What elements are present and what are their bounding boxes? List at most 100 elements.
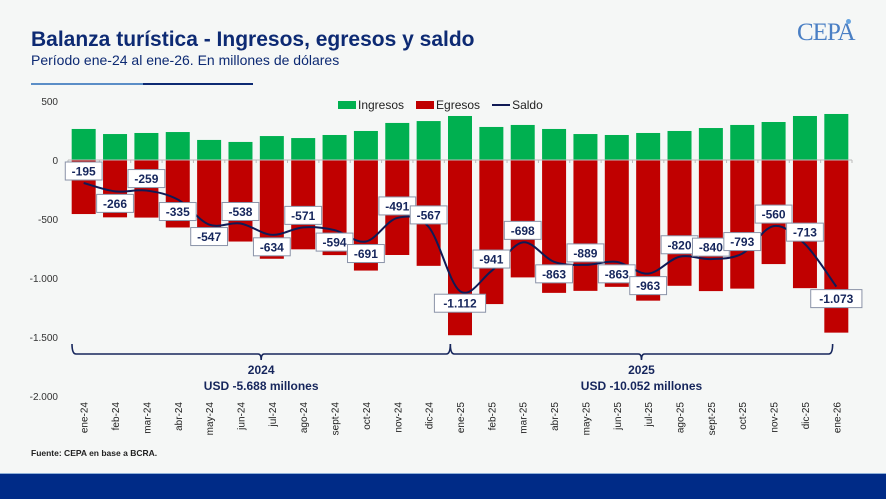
saldo-data-label-box — [158, 202, 197, 222]
chart-subtitle: Período ene-24 al ene-26. En millones de… — [31, 52, 340, 68]
saldo-data-label-box — [347, 244, 385, 264]
bar-ingresos — [604, 134, 629, 160]
x-tick-label: may-24 — [205, 402, 216, 436]
year-label: 2025 — [628, 363, 655, 377]
bar-ingresos — [291, 138, 316, 160]
saldo-line — [83, 182, 838, 294]
bar-ingresos — [228, 141, 253, 160]
saldo-data-label-box — [754, 204, 793, 224]
chart-title: Balanza turística - Ingresos, egresos y … — [31, 28, 475, 51]
x-tick-label: ene-25 — [456, 402, 467, 434]
bar-egresos — [479, 160, 504, 305]
x-tick-label: may-25 — [581, 402, 592, 436]
bar-egresos — [667, 160, 692, 286]
bar-egresos — [291, 160, 316, 250]
saldo-data-label-box — [786, 222, 824, 242]
saldo-data-label-box — [535, 264, 573, 284]
x-tick-label: ago-24 — [299, 402, 310, 434]
bar-ingresos — [761, 122, 786, 160]
y-tick-label: -1.500 — [30, 333, 59, 344]
saldo-data-label: -491 — [385, 199, 409, 213]
saldo-data-label-box — [629, 276, 668, 296]
x-tick-label: feb-25 — [487, 402, 498, 431]
year-total-label: USD -10.052 millones — [581, 379, 703, 393]
saldo-data-label-box — [284, 205, 323, 225]
x-tick-label: ago-25 — [676, 402, 687, 434]
saldo-data-label: -594 — [323, 236, 347, 250]
title-underline-dark — [143, 83, 253, 85]
chart-plot: 500 0 -500 -1.000 -1.500 -2.000 -195 -266 -259 -3… — [30, 97, 863, 436]
bar-ingresos — [510, 124, 535, 160]
y-tick-label: -1.000 — [30, 274, 59, 285]
bar-ingresos — [197, 139, 222, 160]
saldo-data-label: -266 — [103, 197, 127, 211]
x-tick-label: mar-24 — [142, 402, 153, 434]
bar-ingresos — [353, 130, 378, 160]
x-tick-label: jul-25 — [644, 402, 655, 428]
saldo-data-label: -634 — [260, 240, 284, 254]
bar-ingresos — [71, 128, 96, 160]
bar-ingresos — [479, 126, 504, 160]
y-tick-label: -2.000 — [30, 392, 59, 403]
bar-ingresos — [134, 132, 159, 160]
bar-ingresos — [667, 130, 692, 160]
saldo-data-label-box — [566, 243, 605, 263]
year-brace-2024 — [71, 343, 452, 361]
saldo-data-label-box — [472, 249, 511, 269]
cepa-logo: CEPA — [797, 19, 856, 46]
saldo-data-label-box — [64, 161, 103, 181]
saldo-data-label: -863 — [542, 267, 566, 281]
x-tick-label: dic-24 — [425, 402, 436, 430]
x-tick-label: dic-25 — [801, 402, 812, 430]
year-brace-2025 — [449, 343, 834, 361]
bar-ingresos — [165, 132, 190, 160]
legend-swatch-saldo — [492, 104, 511, 106]
chart-legend: Ingresos Egresos Saldo — [338, 98, 555, 112]
saldo-data-label: -713 — [793, 226, 817, 240]
footer-band — [0, 473, 886, 499]
bar-ingresos — [385, 122, 410, 160]
year-total-label: USD -5.688 millones — [204, 379, 319, 393]
legend-label: Egresos — [436, 98, 481, 112]
saldo-data-label-box — [433, 293, 487, 313]
bar-ingresos — [322, 134, 347, 160]
saldo-data-label: -1.112 — [443, 297, 477, 311]
x-tick-label: sept-25 — [707, 402, 718, 436]
x-tick-label: jun-24 — [236, 402, 247, 431]
bar-ingresos — [542, 128, 567, 160]
bar-ingresos — [448, 115, 472, 160]
x-tick-label: oct-25 — [738, 402, 749, 430]
bar-egresos — [573, 160, 598, 291]
saldo-data-label: -538 — [228, 205, 252, 219]
bar-ingresos — [698, 128, 723, 160]
legend-swatch-ingresos — [338, 101, 356, 109]
saldo-data-label: -195 — [72, 165, 96, 179]
title-underline-light — [31, 83, 143, 85]
bar-egresos — [698, 160, 723, 292]
x-tick-label: sept-24 — [331, 402, 342, 436]
legend-swatch-egresos — [416, 101, 435, 109]
legend-label: Ingresos — [358, 98, 405, 112]
saldo-data-label: -547 — [197, 230, 221, 244]
x-tick-label: abr-25 — [550, 402, 561, 431]
saldo-data-label-box — [127, 169, 166, 189]
bar-ingresos — [792, 115, 817, 160]
saldo-data-label-box — [810, 289, 863, 309]
saldo-data-label: -571 — [291, 209, 315, 223]
legend-item-ingresos: Ingresos — [338, 98, 404, 112]
y-tick-label: -500 — [38, 215, 58, 226]
bar-ingresos — [573, 134, 598, 160]
saldo-data-label: -567 — [417, 208, 441, 222]
bar-ingresos — [636, 132, 661, 160]
saldo-data-label-box — [409, 205, 448, 225]
saldo-data-label: -335 — [166, 205, 190, 219]
logo-accent-icon — [846, 19, 851, 24]
bar-ingresos — [730, 124, 755, 160]
saldo-data-label: -863 — [605, 267, 629, 281]
bar-ingresos — [416, 121, 441, 160]
saldo-data-label: -793 — [730, 235, 754, 249]
saldo-data-label: -698 — [511, 224, 535, 238]
saldo-data-label: -963 — [636, 279, 660, 293]
saldo-data-label-box — [503, 220, 542, 240]
x-tick-label: jul-24 — [268, 402, 279, 428]
